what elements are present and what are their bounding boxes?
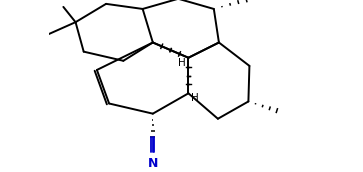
Text: N: N [148,157,158,170]
Text: H: H [191,93,199,103]
Text: H: H [178,57,186,67]
